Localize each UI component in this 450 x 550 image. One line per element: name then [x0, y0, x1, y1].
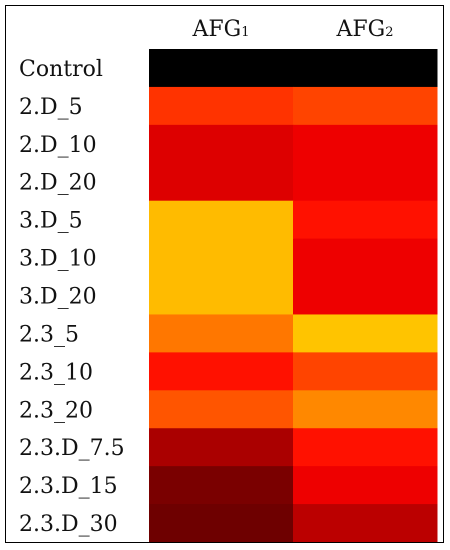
heatmap-cell-13-1 — [149, 504, 294, 542]
column-label-1: AFG1 — [191, 17, 249, 42]
column-label-2: AFG2 — [335, 17, 393, 42]
heatmap-cell-4-1 — [149, 162, 294, 202]
heatmap-cells — [149, 49, 438, 542]
row-label-4: 2.D_20 — [19, 171, 97, 196]
row-label-12: 2.3.D_15 — [19, 474, 118, 499]
heatmap-chart: AFG1 AFG2 Control 2.D_5 2.D_10 2.D_20 3.D_5 3.… — [19, 17, 438, 542]
column-labels: AFG1 AFG2 — [191, 17, 393, 42]
heatmap-cell-10-2 — [293, 390, 438, 429]
heatmap-cell-11-2 — [293, 428, 438, 467]
heatmap-cell-8-2 — [293, 314, 438, 353]
heatmap-frame: AFG1 AFG2 Control 2.D_5 2.D_10 2.D_20 3.D_5 3.… — [5, 5, 444, 543]
heatmap-cell-12-2 — [293, 466, 438, 505]
heatmap-cell-3-2 — [293, 124, 438, 164]
heatmap-cell-13-2 — [293, 504, 438, 542]
heatmap-cell-7-2 — [293, 276, 438, 315]
row-label-1: Control — [19, 57, 103, 82]
row-label-9: 2.3_10 — [19, 360, 93, 385]
row-label-11: 2.3.D_7.5 — [19, 436, 125, 461]
heatmap-cell-4-2 — [293, 162, 438, 202]
heatmap-cell-7-1 — [149, 276, 294, 315]
row-label-6: 3.D_10 — [19, 247, 97, 272]
heatmap-cell-8-1 — [149, 314, 294, 353]
heatmap-cell-2-2 — [293, 86, 438, 126]
heatmap-cell-10-1 — [149, 390, 294, 429]
heatmap-cell-1-1 — [149, 49, 294, 88]
row-label-7: 3.D_20 — [19, 285, 97, 310]
row-label-13: 2.3.D_30 — [19, 512, 118, 537]
row-label-5: 3.D_5 — [19, 209, 83, 234]
heatmap-cell-5-1 — [149, 200, 294, 240]
heatmap-cell-1-2 — [293, 49, 438, 88]
heatmap-cell-6-1 — [149, 238, 294, 278]
row-label-8: 2.3_5 — [19, 322, 79, 347]
heatmap-cell-11-1 — [149, 428, 294, 467]
row-labels: Control 2.D_5 2.D_10 2.D_20 3.D_5 3.D_10 3.D_2… — [19, 57, 125, 537]
row-label-3: 2.D_10 — [19, 133, 97, 158]
heatmap-cell-6-2 — [293, 238, 438, 278]
row-label-10: 2.3_20 — [19, 398, 93, 423]
heatmap-cell-3-1 — [149, 124, 294, 164]
heatmap-cell-2-1 — [149, 86, 294, 126]
heatmap-cell-9-1 — [149, 352, 294, 391]
heatmap-cell-9-2 — [293, 352, 438, 391]
row-label-2: 2.D_5 — [19, 95, 83, 120]
heatmap-cell-12-1 — [149, 466, 294, 505]
heatmap-cell-5-2 — [293, 200, 438, 240]
